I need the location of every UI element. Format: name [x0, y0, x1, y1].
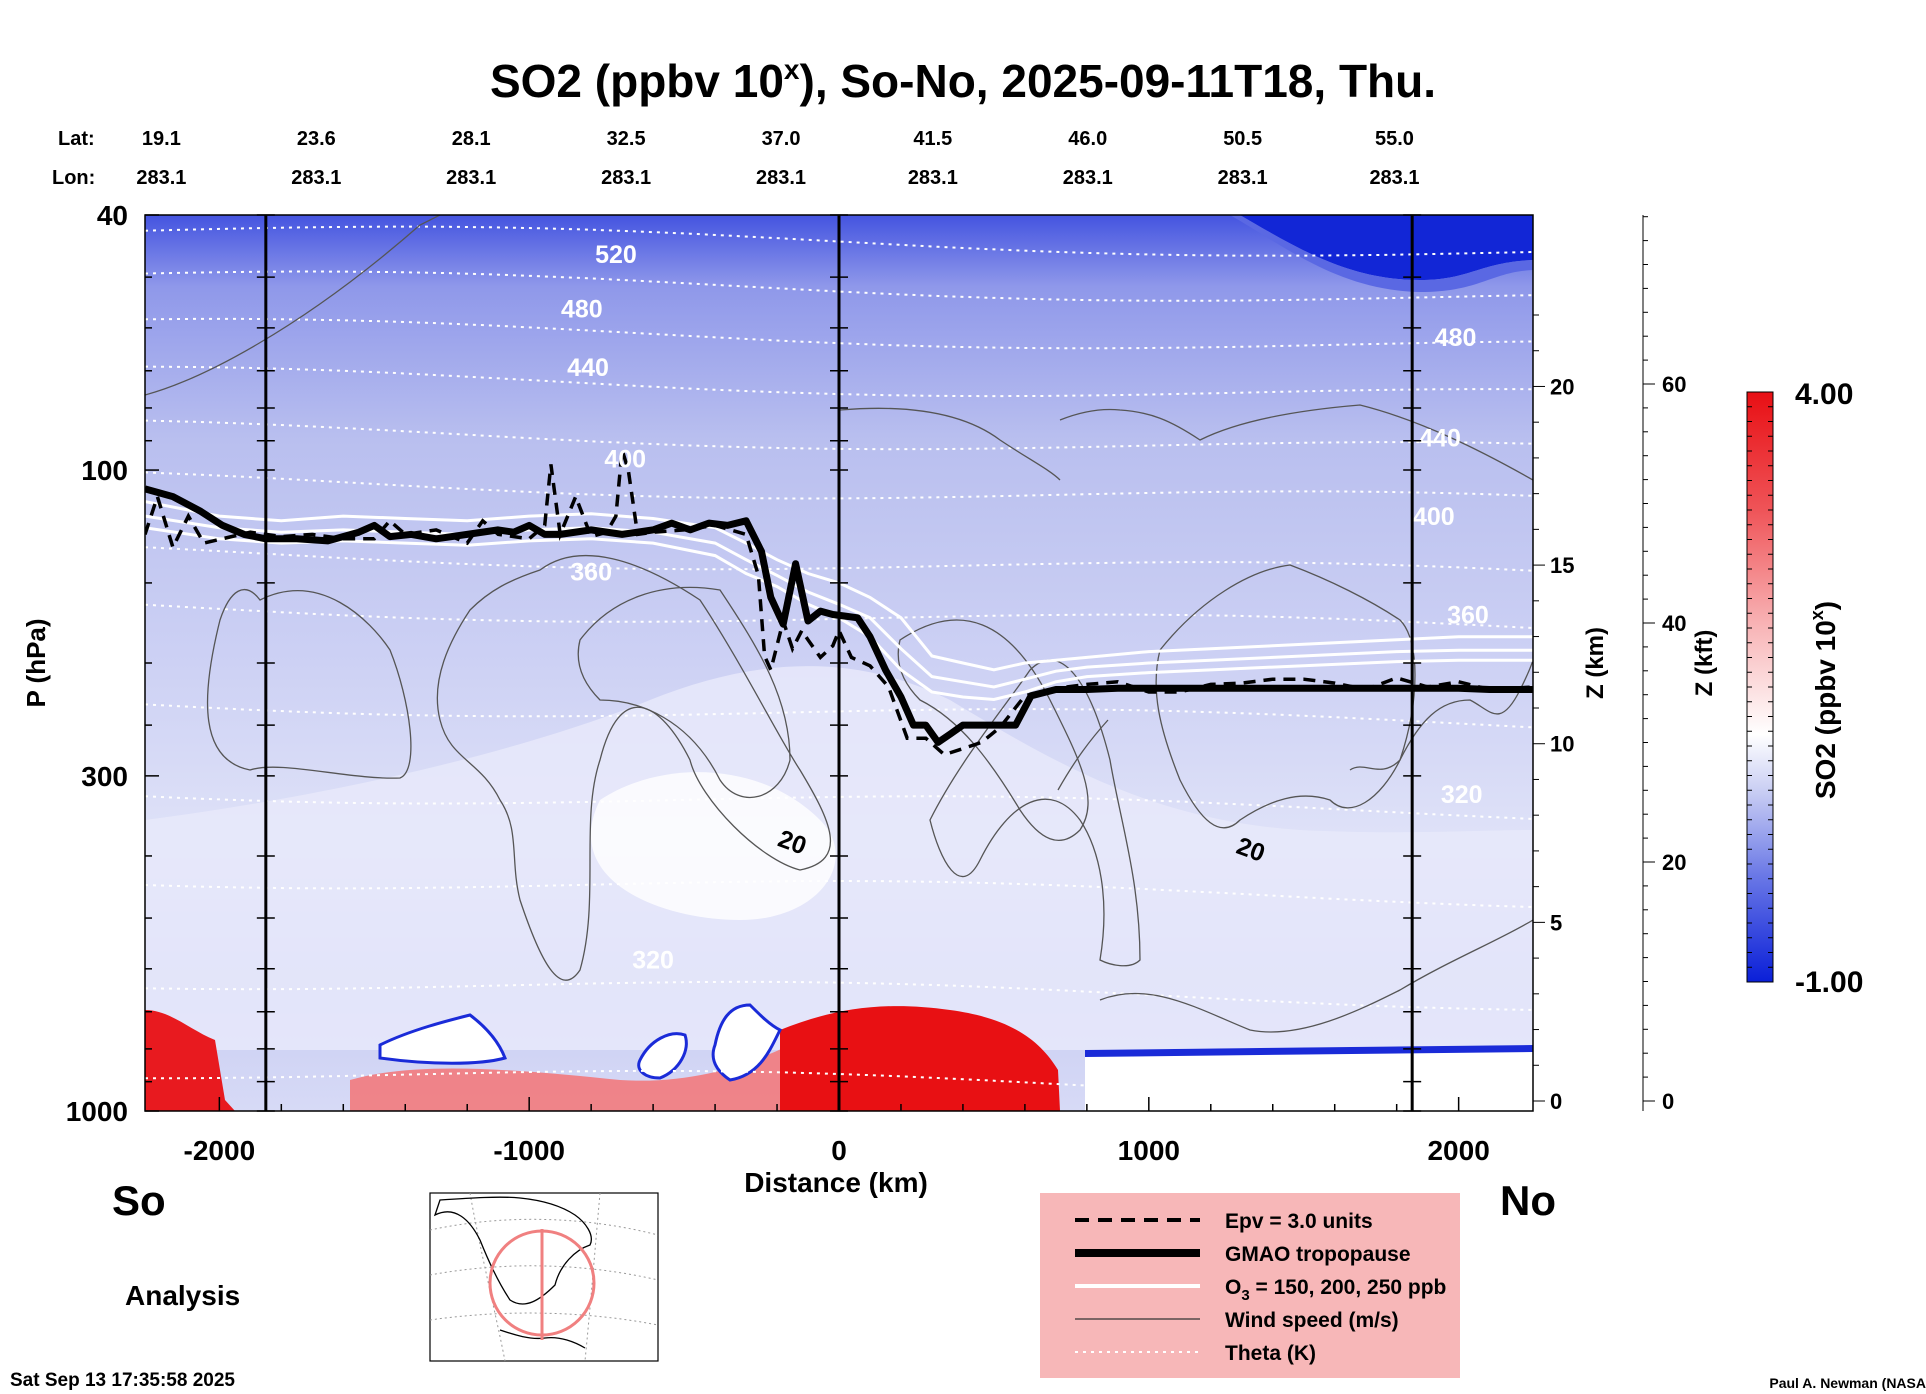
so2-white-patch	[590, 772, 836, 920]
so2-low-edge	[1085, 1045, 1533, 1057]
colorbar-min-label: -1.00	[1795, 966, 1863, 999]
x-axis-label: Distance (km)	[744, 1167, 928, 1198]
lat-value: 50.5	[1223, 128, 1262, 150]
theta-label: 320	[632, 946, 674, 974]
theta-label: 440	[1419, 425, 1461, 453]
timestamp: Sat Sep 13 17:35:58 2025	[10, 1370, 235, 1391]
lat-value: 23.6	[297, 128, 336, 150]
lon-value: 283.1	[1063, 167, 1113, 189]
south-label: So	[112, 1177, 166, 1224]
theta-label: 360	[1447, 601, 1489, 629]
so2-blob	[637, 1032, 688, 1080]
so2-low-region-upper	[1240, 215, 1533, 280]
legend-label: Theta (K)	[1225, 1342, 1316, 1365]
theta-label: 480	[561, 296, 603, 324]
colorbar-ticks	[1747, 391, 1773, 983]
o3-contour	[145, 514, 1533, 689]
x-tick-label: 0	[831, 1135, 847, 1166]
x-tick-label: -1000	[493, 1135, 565, 1166]
lon-value: 283.1	[446, 167, 496, 189]
lon-value: 283.1	[1218, 167, 1268, 189]
lon-value: 283.1	[908, 167, 958, 189]
colorbar-label: SO2 (ppbv 10x)	[1807, 601, 1841, 799]
lat-value: 55.0	[1375, 128, 1414, 150]
colorbar-max-label: 4.00	[1795, 378, 1853, 411]
so2-high-region-left	[145, 1010, 235, 1111]
analysis-label: Analysis	[125, 1280, 240, 1311]
so2-blob	[711, 1003, 783, 1082]
lon-value: 283.1	[756, 167, 806, 189]
lon-value: 283.1	[136, 167, 186, 189]
zkm-tick-label: 5	[1550, 910, 1562, 935]
zkft-axis-label: Z (kft)	[1691, 630, 1718, 697]
lat-value: 19.1	[142, 128, 181, 150]
so2-missing-region	[1085, 1045, 1533, 1111]
theta-label: 360	[570, 559, 612, 587]
theta-label: 400	[1413, 503, 1455, 531]
locator-map	[429, 1192, 659, 1362]
so2-high-region-center	[780, 1006, 1060, 1111]
so2-high-region-mid	[350, 1040, 800, 1111]
zkm-tick-label: 15	[1550, 553, 1574, 578]
x-tick-label: 2000	[1427, 1135, 1489, 1166]
legend-item: O3 = 150, 200, 250 ppb	[1075, 1276, 1446, 1304]
o3-contour	[145, 500, 1533, 672]
zkft-tick-label: 0	[1662, 1089, 1674, 1114]
theta-label: 320	[1441, 781, 1483, 809]
zkft-tick-label: 20	[1662, 850, 1686, 875]
y-axis-label: P (hPa)	[21, 618, 51, 707]
y-tick-label: 40	[97, 200, 128, 231]
lat-value: 46.0	[1068, 128, 1107, 150]
zkm-tick-label: 10	[1550, 732, 1574, 757]
chart-title: SO2 (ppbv 10x), So-No, 2025-09-11T18, Th…	[490, 54, 1436, 107]
theta-label: 520	[595, 241, 637, 269]
theta-label: 440	[567, 354, 609, 382]
lat-value: 28.1	[452, 128, 491, 150]
lat-value: 37.0	[762, 128, 801, 150]
legend-item: Wind speed (m/s)	[1075, 1309, 1399, 1332]
wind-speed-contours	[145, 215, 1533, 1033]
lon-value: 283.1	[601, 167, 651, 189]
legend-label: GMAO tropopause	[1225, 1243, 1411, 1266]
x-tick-label: -2000	[184, 1135, 256, 1166]
legend-item: Theta (K)	[1075, 1342, 1316, 1365]
lon-value: 283.1	[291, 167, 341, 189]
legend-label: Wind speed (m/s)	[1225, 1309, 1399, 1332]
theta-label: 400	[604, 446, 646, 474]
north-label: No	[1500, 1177, 1556, 1224]
lat-value: 41.5	[913, 128, 952, 150]
lat-label: Lat:	[58, 128, 95, 150]
y-tick-label: 1000	[66, 1096, 128, 1127]
lon-label: Lon:	[52, 167, 95, 189]
y-tick-label: 100	[81, 455, 128, 486]
x-tick-label: 1000	[1118, 1135, 1180, 1166]
legend-label: O3 = 150, 200, 250 ppb	[1225, 1276, 1446, 1304]
so2-blob	[378, 1013, 507, 1065]
gmao-tropopause-line	[145, 485, 1533, 746]
zkft-tick-label: 60	[1662, 372, 1686, 397]
zkm-tick-label: 0	[1550, 1089, 1562, 1114]
theta-label: 480	[1435, 324, 1477, 352]
legend-item: Epv = 3.0 units	[1075, 1210, 1373, 1233]
zkm-tick-label: 20	[1550, 374, 1574, 399]
lat-value: 32.5	[607, 128, 646, 150]
legend-label: Epv = 3.0 units	[1225, 1210, 1373, 1233]
zkft-tick-label: 40	[1662, 611, 1686, 636]
legend-item: GMAO tropopause	[1075, 1243, 1411, 1266]
y-tick-label: 300	[81, 761, 128, 792]
lon-value: 283.1	[1369, 167, 1419, 189]
zkm-axis-label: Z (km)	[1582, 627, 1609, 699]
credit: Paul A. Newman (NASA	[1769, 1375, 1926, 1391]
